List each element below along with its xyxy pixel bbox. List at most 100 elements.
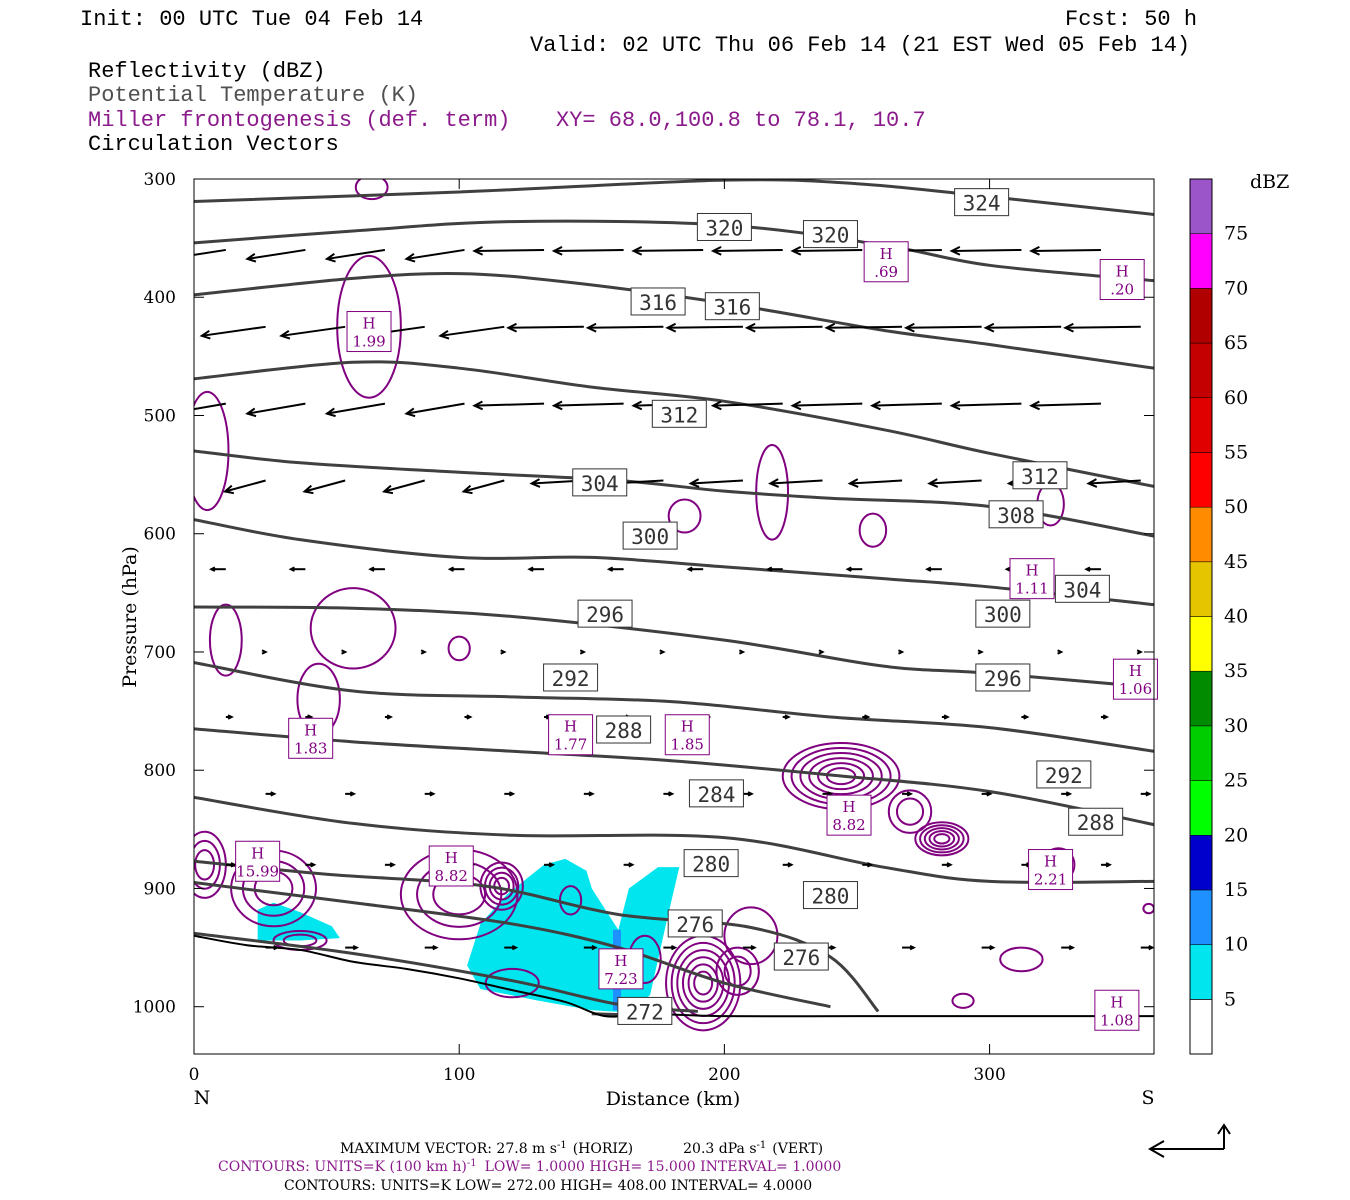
theta-label-box — [988, 500, 1044, 529]
vector-head — [579, 649, 587, 655]
vector-33 — [869, 400, 942, 411]
vector-92 — [902, 791, 914, 797]
vector-head — [199, 329, 211, 340]
theta-label-text: 288 — [1077, 811, 1115, 835]
vector-shaft — [747, 325, 823, 329]
vector-15 — [438, 325, 505, 340]
vector-shaft — [326, 402, 386, 415]
vector-head — [787, 862, 794, 868]
vector-60 — [261, 649, 268, 655]
vector-shaft — [326, 248, 386, 260]
theta-label-text: 304 — [581, 472, 619, 496]
vector-head — [830, 944, 837, 951]
fronto-contour-11-2 — [194, 849, 216, 881]
fronto-max-value: 1.83 — [294, 739, 327, 757]
fronto-max-symbol: H — [1025, 562, 1038, 580]
vector-head — [368, 566, 375, 572]
fronto-max-box — [598, 948, 644, 990]
vector-101 — [623, 862, 635, 868]
theta-label-box — [1012, 461, 1068, 490]
vector-head — [527, 566, 534, 572]
vector-48 — [209, 566, 226, 572]
fronto-max-10: H15.99 — [235, 840, 281, 882]
vector-head — [511, 944, 519, 951]
vector-head — [302, 484, 314, 495]
init-time: Init: 00 UTC Tue 04 Feb 14 — [80, 7, 423, 32]
plot-frame — [193, 178, 1155, 1055]
theta-label-324-0: 324 — [954, 188, 1010, 217]
north-label: N — [194, 1087, 211, 1109]
vector-27 — [404, 402, 465, 418]
vector-head — [288, 566, 295, 572]
terrain-surface — [194, 934, 1154, 1018]
theta-label-text: 276 — [676, 913, 714, 937]
vector-head — [168, 254, 177, 262]
vector-97 — [305, 862, 317, 868]
theta-label-box — [577, 599, 633, 628]
vector-head — [659, 649, 666, 655]
vector-shaft — [906, 325, 982, 329]
theta-label-text: 312 — [1021, 465, 1059, 489]
vector-11 — [1029, 246, 1101, 256]
vector-head — [432, 944, 439, 951]
fronto-max-5: H1.83 — [288, 717, 334, 759]
vector-head — [310, 862, 317, 868]
vector-head — [324, 253, 336, 263]
fronto-max-box — [1112, 658, 1158, 700]
vector-86 — [424, 791, 436, 797]
fronto-max-symbol: H — [880, 245, 893, 263]
vector-24 — [194, 402, 226, 411]
theta-label-text: 316 — [639, 291, 677, 315]
vector-shaft — [1065, 325, 1141, 329]
vector-head — [1029, 246, 1040, 256]
fronto-max-box — [1028, 849, 1074, 891]
vector-53 — [606, 566, 624, 572]
vector-10 — [949, 246, 1022, 256]
vector-head — [466, 714, 473, 720]
theta-label-280-1: 280 — [802, 881, 858, 910]
colorbar-label-35: 35 — [1224, 660, 1248, 682]
theta-line-312 — [194, 360, 1154, 488]
fronto-max-0: H1.99 — [346, 311, 392, 353]
fronto-max-box — [664, 714, 710, 756]
vector-head — [949, 246, 961, 256]
vector-head — [1029, 400, 1040, 411]
vector-119 — [1140, 944, 1154, 951]
vector-59 — [1084, 566, 1101, 572]
colorbar-label-75: 75 — [1224, 223, 1248, 245]
colorbar-swatch-65 — [1189, 288, 1213, 344]
x-tick-label-200: 200 — [708, 1065, 740, 1085]
theta-label-text: 288 — [605, 719, 643, 743]
theta-label-272-0: 272 — [617, 996, 673, 1025]
vector-90 — [742, 791, 754, 797]
vector-head — [606, 566, 614, 572]
vector-head — [508, 791, 516, 797]
vector-54 — [686, 566, 704, 572]
fronto-max-value: 15.99 — [236, 862, 279, 880]
colorbar-label-25: 25 — [1224, 770, 1248, 792]
vector-66 — [738, 649, 746, 655]
vector-43 — [768, 478, 823, 488]
fronto-max-value: 1.85 — [671, 736, 704, 754]
vector-107 — [1100, 862, 1112, 868]
theta-label-text: 272 — [626, 1000, 664, 1024]
vector-head — [389, 862, 396, 868]
fronto-contour-2-0 — [354, 179, 389, 201]
theta-label-316-1: 316 — [704, 292, 760, 321]
fronto-max-value: 1.08 — [1100, 1011, 1133, 1029]
fronto-contour-18-3 — [928, 830, 956, 848]
theta-label-box — [543, 663, 599, 692]
fronto-max-value: 1.06 — [1119, 680, 1152, 698]
vector-head — [261, 649, 268, 655]
vector-35 — [1029, 400, 1101, 411]
vector-83 — [1100, 714, 1110, 720]
vector-32 — [790, 400, 863, 411]
colorbar-title: dBZ — [1250, 171, 1289, 193]
fronto-contour-6-0 — [208, 603, 243, 677]
vector-70 — [1057, 649, 1064, 655]
vector-49 — [288, 566, 306, 572]
x-tick-label-100: 100 — [443, 1065, 475, 1085]
theta-label-text: 280 — [811, 885, 849, 909]
vector-head — [768, 478, 780, 488]
vector-shaft — [304, 479, 346, 493]
